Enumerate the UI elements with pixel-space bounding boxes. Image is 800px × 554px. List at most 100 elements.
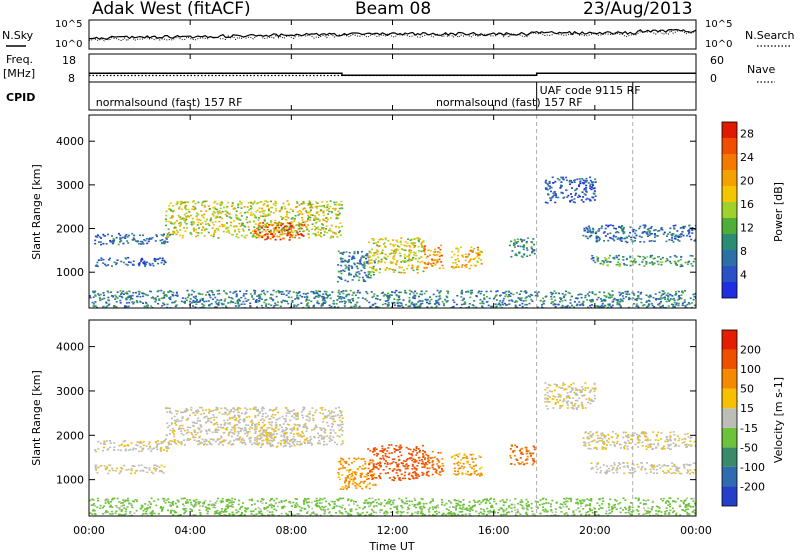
power-echo-cell (227, 226, 230, 229)
power-echo-cell (605, 296, 608, 299)
power-echo-cell (430, 298, 433, 301)
velocity-echo-cell (259, 434, 262, 437)
power-echo-cell (305, 298, 308, 300)
power-echo-cell (365, 291, 368, 293)
power-echo-cell (628, 297, 631, 299)
power-echo-cell (462, 256, 465, 258)
velocity-echo-cell (510, 444, 513, 446)
velocity-echo-cell (414, 472, 417, 474)
power-echo-cell (690, 302, 693, 304)
velocity-echo-cell (182, 411, 184, 414)
power-echo-cell (259, 296, 262, 298)
power-echo-cell (232, 301, 235, 304)
power-echo-cell (257, 202, 260, 204)
power-echo-cell (119, 299, 122, 302)
power-echo-cell (669, 298, 672, 300)
velocity-echo-cell (250, 420, 253, 423)
velocity-echo-cell (307, 413, 310, 415)
power-echo-cell (120, 295, 123, 298)
power-echo-cell (216, 208, 219, 211)
velocity-echo-cell (404, 471, 407, 474)
velocity-echo-cell (159, 470, 161, 473)
power-echo-cell (427, 302, 430, 305)
velocity-echo-cell (382, 469, 385, 471)
power-echo-cell (560, 186, 563, 188)
power-echo-cell (633, 258, 636, 260)
power-echo-cell (100, 237, 102, 239)
power-echo-cell (233, 291, 236, 293)
power-echo-cell (107, 233, 109, 236)
velocity-echo-cell (127, 444, 129, 446)
velocity-echo-cell (631, 472, 634, 474)
power-colorbar-swatch (722, 122, 737, 138)
velocity-echo-cell (229, 417, 231, 420)
power-echo-cell (657, 230, 660, 232)
power-echo-cell (199, 298, 202, 301)
power-echo-cell (109, 240, 112, 243)
power-echo-cell (235, 295, 238, 297)
velocity-echo-cell (379, 462, 382, 465)
power-echo-cell (669, 260, 671, 263)
power-echo-cell (331, 211, 334, 214)
power-echo-cell (358, 273, 361, 275)
power-echo-cell (337, 306, 340, 308)
power-echo-cell (693, 295, 696, 298)
power-echo-cell (346, 280, 349, 283)
power-echo-cell (425, 266, 428, 269)
velocity-echo-cell (372, 460, 375, 462)
power-echo-cell (253, 216, 256, 218)
power-echo-cell (212, 215, 215, 217)
power-echo-cell (420, 246, 423, 248)
velocity-echo-cell (334, 415, 337, 417)
power-echo-cell (460, 291, 463, 293)
velocity-echo-cell (644, 467, 647, 470)
velocity-echo-cell (277, 411, 279, 414)
power-echo-cell (550, 295, 553, 298)
power-echo-cell (656, 235, 659, 237)
power-echo-cell (569, 200, 572, 203)
power-echo-cell (665, 294, 668, 296)
power-echo-cell (159, 239, 162, 242)
power-echo-cell (125, 263, 128, 266)
power-echo-cell (132, 292, 135, 294)
power-echo-cell (650, 233, 653, 235)
power-echo-cell (412, 256, 414, 259)
power-echo-cell (377, 256, 380, 259)
power-echo-cell (262, 289, 265, 292)
velocity-echo-cell (290, 445, 293, 447)
power-echo-cell (169, 217, 172, 219)
velocity-echo-cell (322, 427, 325, 430)
velocity-echo-cell (427, 455, 430, 457)
power-echo-cell (470, 264, 473, 267)
velocity-echo-cell (353, 478, 355, 481)
velocity-echo-cell (273, 408, 276, 411)
power-echo-cell (339, 230, 341, 232)
power-echo-cell (678, 298, 681, 300)
velocity-echo-cell (180, 411, 182, 414)
power-echo-cell (257, 219, 260, 221)
velocity-echo-cell (255, 440, 258, 443)
power-echo-cell (600, 304, 603, 307)
power-echo-cell (302, 202, 305, 205)
velocity-echo-cell (685, 463, 688, 466)
velocity-echo-cell (333, 420, 336, 423)
power-echo-cell (427, 261, 430, 264)
power-echo-cell (442, 303, 445, 305)
power-echo-cell (286, 200, 289, 202)
power-echo-cell (142, 234, 144, 237)
power-echo-cell (664, 260, 667, 263)
power-echo-cell (184, 207, 187, 210)
power-echo-cell (570, 179, 573, 182)
velocity-echo-cell (186, 409, 188, 412)
power-echo-cell (197, 213, 199, 216)
power-echo-cell (531, 300, 534, 302)
velocity-echo-cell (349, 477, 352, 480)
velocity-echo-cell (284, 432, 287, 434)
velocity-echo-cell (288, 445, 291, 448)
velocity-echo-cell (670, 472, 673, 475)
power-echo-cell (451, 250, 454, 253)
power-echo-cell (378, 238, 381, 241)
power-echo-cell (397, 296, 400, 299)
power-echo-cell (253, 200, 256, 203)
power-echo-cell (525, 247, 528, 249)
